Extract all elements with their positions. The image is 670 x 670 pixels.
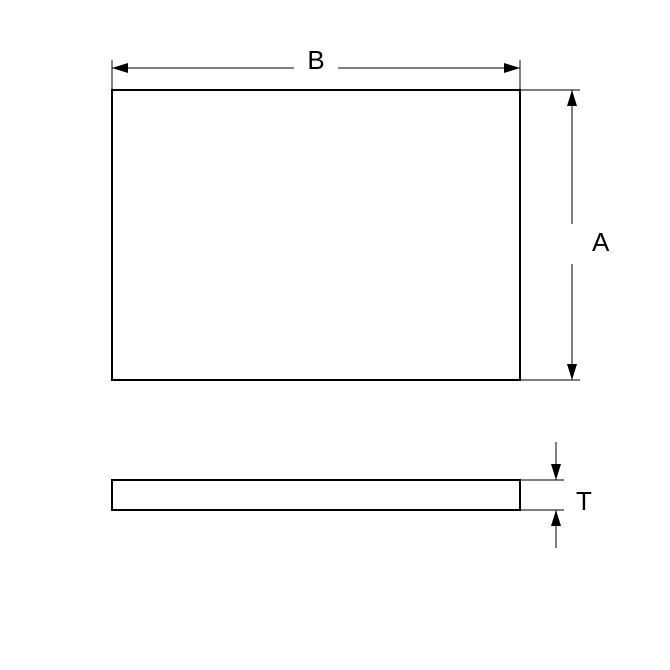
dimension-diagram: B A T [0, 0, 670, 670]
side-view-rect [112, 480, 520, 510]
dim-a-label: A [592, 227, 610, 257]
dim-b-label: B [307, 45, 324, 75]
dim-t-label: T [576, 486, 592, 516]
top-view-rect [112, 90, 520, 380]
